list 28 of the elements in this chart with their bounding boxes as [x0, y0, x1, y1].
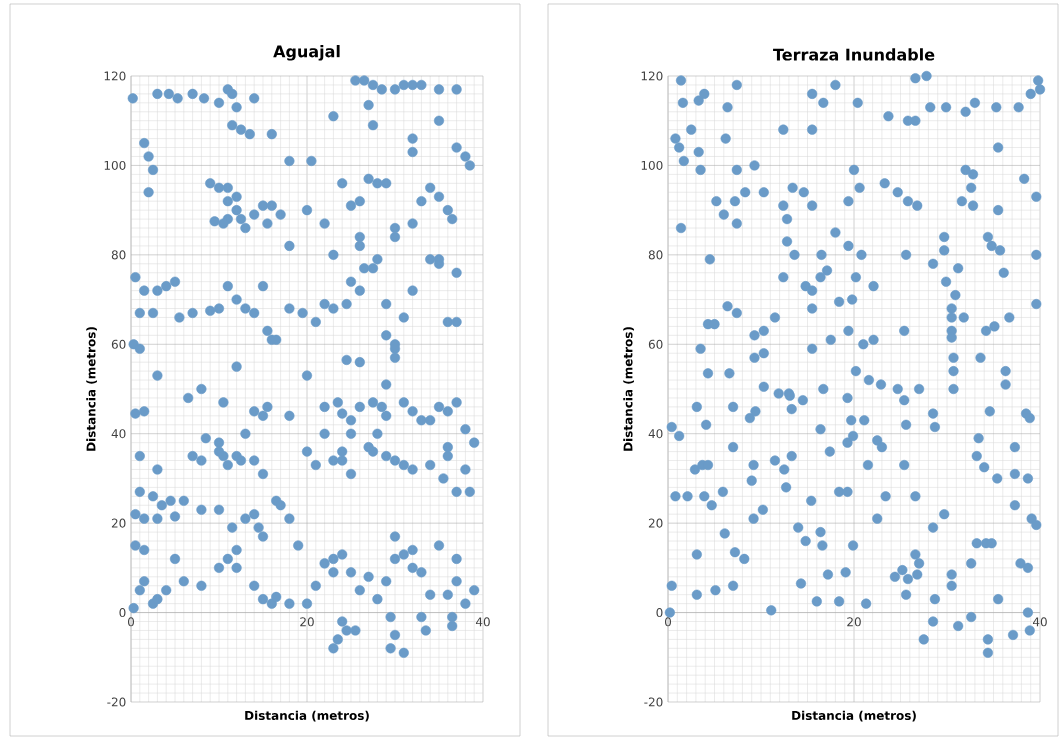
y-tick-label: 40 — [111, 429, 126, 439]
y-tick-label: -20 — [644, 697, 663, 707]
y-tick-label: 100 — [104, 160, 126, 170]
y-tick-label: 0 — [656, 608, 663, 618]
x-tick-label: 0 — [127, 617, 135, 627]
y-tick-label: 0 — [119, 608, 126, 618]
y-tick-label: 80 — [111, 250, 126, 260]
y-tick-label: 120 — [104, 71, 126, 81]
x-axis-title: Distancia (metros) — [792, 710, 916, 722]
y-tick-label: 100 — [641, 160, 663, 170]
y-axis-title: Distancia (metros) — [623, 327, 634, 451]
x-axis-title: Distancia (metros) — [245, 710, 369, 722]
y-tick-label: 120 — [641, 71, 663, 81]
chart-title: Aguajal — [273, 45, 340, 61]
y-axis-title: Distancia (metros) — [86, 327, 97, 451]
chart-title: Terraza Inundable — [773, 48, 935, 61]
y-tick-label: 80 — [648, 250, 663, 260]
x-tick-label: 40 — [475, 617, 490, 627]
y-tick-label: 60 — [111, 339, 126, 349]
x-tick-label: 20 — [300, 617, 314, 627]
y-tick-label: -20 — [107, 697, 126, 707]
y-tick-label: 40 — [648, 429, 663, 439]
x-tick-label: 20 — [847, 617, 861, 627]
x-tick-label: 40 — [1032, 617, 1047, 627]
y-tick-label: 20 — [648, 518, 663, 528]
x-tick-label: 0 — [664, 617, 672, 627]
y-tick-label: 60 — [648, 339, 663, 349]
y-tick-label: 20 — [111, 518, 126, 528]
